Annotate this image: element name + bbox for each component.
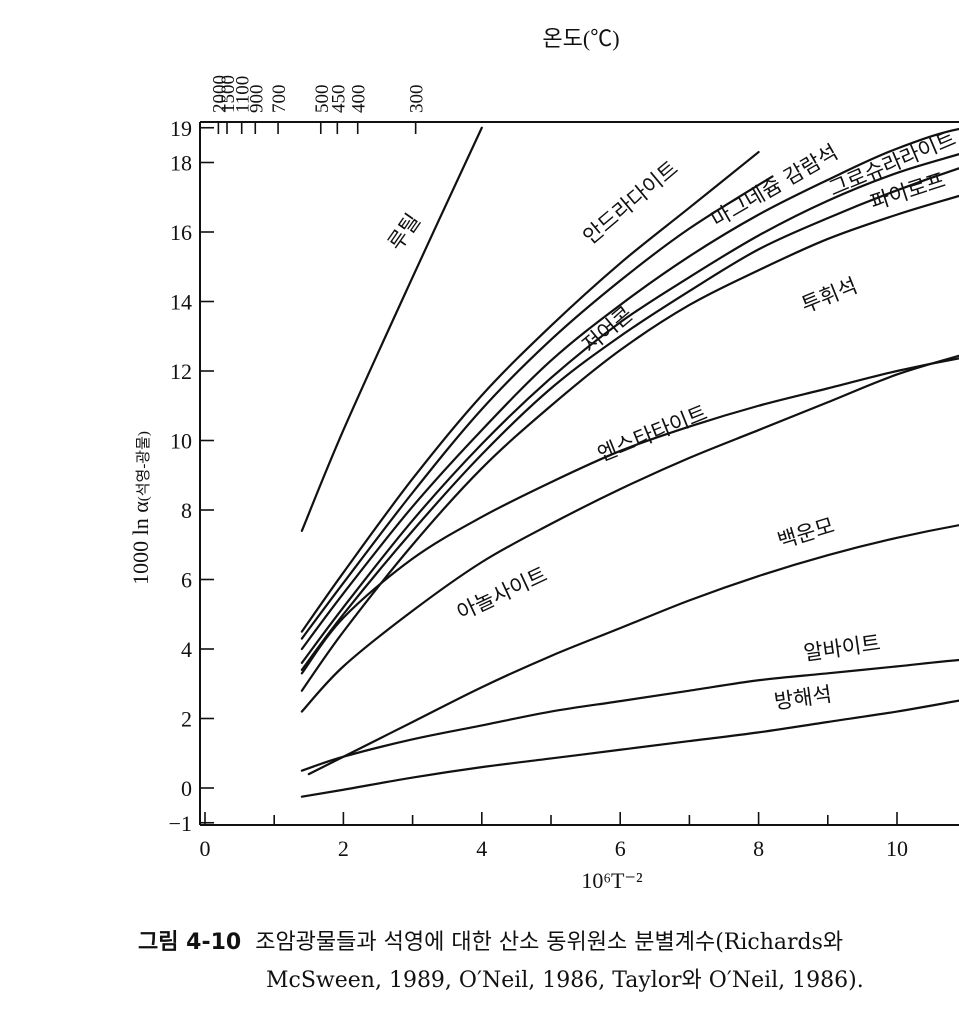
series-label-9: 백운모 xyxy=(775,513,837,553)
y-tick-label: 4 xyxy=(181,637,192,662)
caption-line-1: 그림 4-10 조암광물들과 석영에 대한 산소 동위원소 분별계수(Richa… xyxy=(138,924,959,962)
series-line-6 xyxy=(300,194,959,692)
series-line-7 xyxy=(300,357,959,675)
top-tick-label: 400 xyxy=(349,85,370,114)
series-curves xyxy=(300,126,959,798)
series-label-11: 방해석 xyxy=(773,682,834,714)
top-tick-label: 500 xyxy=(312,85,333,114)
series-line-10 xyxy=(300,658,959,772)
caption-text-1: 조암광물들과 석영에 대한 산소 동위원소 분별계수(Richards와 xyxy=(255,930,844,955)
top-tick-label: 1500 xyxy=(218,75,239,113)
series-label-1: 안드라다이트 xyxy=(578,156,682,249)
caption-label: 그림 4-10 xyxy=(138,930,242,955)
series-line-0 xyxy=(300,126,483,532)
series-line-8 xyxy=(300,354,959,713)
y-axis-label-sub: (석영-광물) xyxy=(135,431,152,501)
y-axis-label-main: 1000 ln α xyxy=(128,501,153,585)
x-tick-label: 0 xyxy=(200,836,211,861)
y-tick-label: 2 xyxy=(181,707,192,732)
caption-line-2: McSween, 1989, O′Neil, 1986, Taylor와 O′N… xyxy=(266,968,864,993)
series-line-9 xyxy=(307,524,959,776)
y-tick-label: 19 xyxy=(170,116,192,141)
y-axis-ticks: −1 0 2 4 6 8 10 12 14 16 18 19 xyxy=(169,116,214,836)
series-line-2 xyxy=(300,175,774,640)
series-line-3 xyxy=(300,127,959,651)
y-tick-label: 16 xyxy=(170,220,192,245)
x-tick-label: 8 xyxy=(753,836,764,861)
top-axis-title: 온도(℃) xyxy=(542,26,619,51)
x-tick-label: 2 xyxy=(338,836,349,861)
y-tick-label: 14 xyxy=(170,290,192,315)
top-tick-label: 1100 xyxy=(233,76,254,113)
series-line-11 xyxy=(300,699,959,798)
x-axis-label: 10⁶T⁻² xyxy=(581,868,643,893)
figure-caption: 그림 4-10 조암광물들과 석영에 대한 산소 동위원소 분별계수(Richa… xyxy=(138,924,959,1000)
y-axis-label: 1000 ln α(석영-광물) xyxy=(128,431,153,585)
x-tick-label: 4 xyxy=(476,836,487,861)
series-line-5 xyxy=(300,167,959,671)
series-label-0: 루틸 xyxy=(383,209,425,254)
y-tick-label: 18 xyxy=(170,151,192,176)
series-label-3: 마그네슘 감람석 xyxy=(707,140,842,232)
top-tick-label: 900 xyxy=(246,85,267,114)
y-tick-label: 10 xyxy=(170,429,192,454)
x-axis-ticks: 0 2 4 6 8 10 xyxy=(200,812,908,861)
series-label-6: 투휘석 xyxy=(798,274,861,318)
y-tick-label: 12 xyxy=(170,359,192,384)
series-line-4 xyxy=(300,153,959,664)
top-tick-label: 300 xyxy=(407,85,428,114)
y-tick-label: 6 xyxy=(181,568,192,593)
series-line-1 xyxy=(300,150,760,633)
series-label-10: 알바이트 xyxy=(802,631,882,666)
x-tick-label: 10 xyxy=(886,836,908,861)
y-tick-label: 0 xyxy=(181,776,192,801)
top-tick-label: 450 xyxy=(328,85,349,114)
top-tick-label: 700 xyxy=(269,85,290,114)
y-tick-label: 8 xyxy=(181,498,192,523)
x-tick-label: 6 xyxy=(615,836,626,861)
top-tick-label: 2000 xyxy=(209,75,230,113)
y-tick-label: −1 xyxy=(169,811,192,836)
